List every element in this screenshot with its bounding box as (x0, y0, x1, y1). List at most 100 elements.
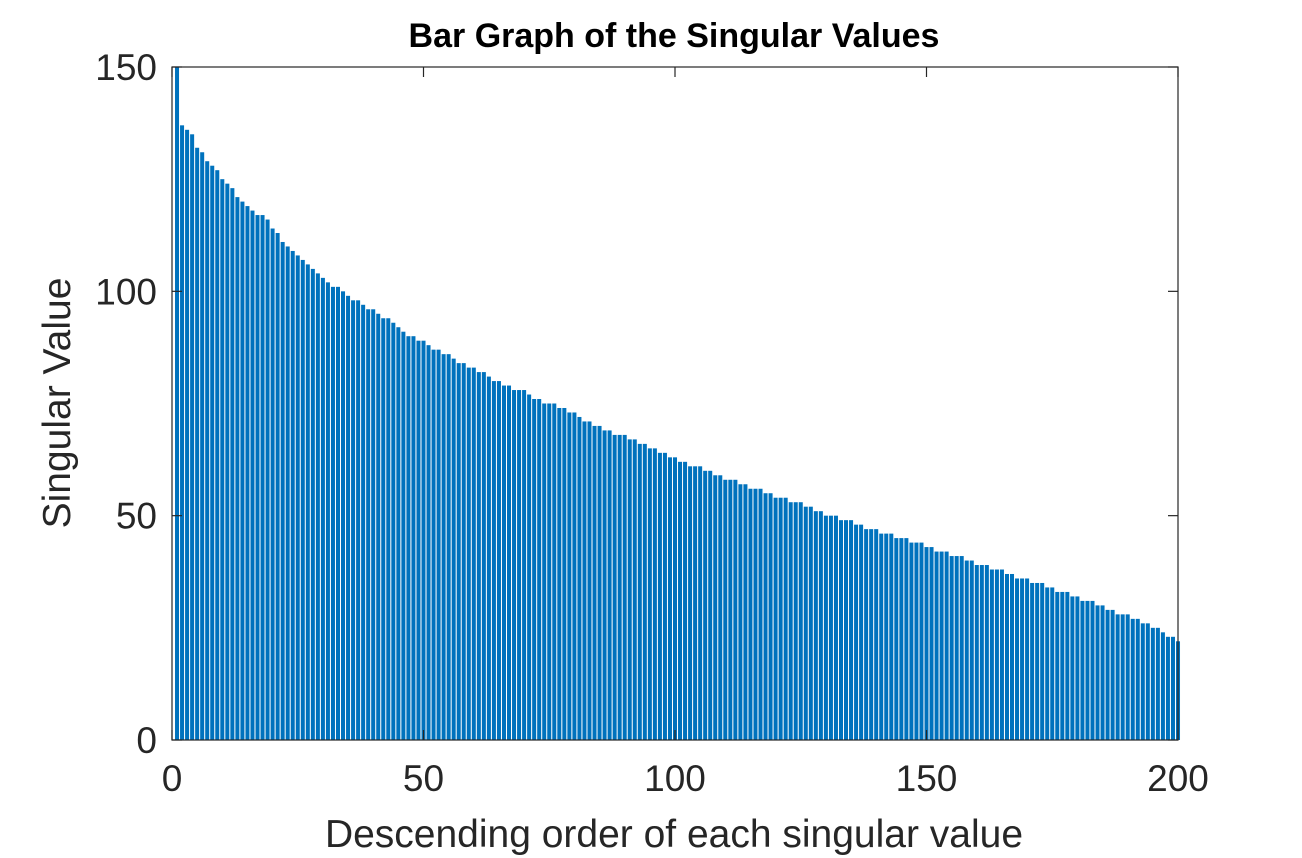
bar (341, 291, 346, 740)
bar (647, 448, 652, 740)
x-tick-label: 100 (644, 758, 706, 799)
bar (758, 488, 763, 740)
bar (366, 309, 371, 740)
x-tick-label: 150 (896, 758, 958, 799)
bar (527, 394, 532, 740)
bar (662, 452, 667, 740)
bar (1055, 591, 1060, 740)
bar (517, 390, 522, 740)
bar (793, 502, 798, 740)
bar (220, 179, 225, 741)
bar (1035, 582, 1040, 740)
bar (522, 390, 527, 740)
bar (411, 336, 416, 740)
bar (356, 300, 361, 740)
bar (376, 313, 381, 740)
bar (1060, 591, 1065, 740)
y-tick-label: 150 (95, 47, 157, 88)
bar (1140, 623, 1145, 740)
bar (1025, 578, 1030, 740)
bar (783, 497, 788, 740)
bar (969, 560, 974, 740)
bar (587, 421, 592, 740)
bar (678, 461, 683, 740)
bar (471, 367, 476, 740)
bar (577, 416, 582, 740)
bar (1135, 618, 1140, 740)
bar (310, 268, 315, 740)
bar (532, 399, 537, 740)
bar (446, 354, 451, 740)
bar (773, 497, 778, 740)
bar (1010, 573, 1015, 740)
bar (753, 488, 758, 740)
bar (959, 556, 964, 740)
bar (874, 529, 879, 740)
bar (979, 565, 984, 740)
bar (205, 161, 210, 741)
bar (1030, 582, 1035, 740)
bar (501, 385, 506, 740)
bar (929, 547, 934, 740)
bar (401, 331, 406, 740)
bar (909, 542, 914, 740)
bar (803, 506, 808, 740)
bar (1170, 636, 1175, 740)
bar (185, 129, 190, 740)
bar (1150, 627, 1155, 740)
bar (924, 547, 929, 740)
bar (305, 264, 310, 740)
bar (486, 376, 491, 740)
bar (537, 399, 542, 740)
bar (230, 188, 235, 740)
bar (813, 511, 818, 740)
bar (416, 340, 421, 740)
bar (748, 488, 753, 740)
bar (607, 430, 612, 740)
bar (567, 412, 572, 740)
bar (240, 201, 245, 741)
bar (844, 520, 849, 740)
bar (1115, 614, 1120, 740)
y-axis-label: Singular Value (36, 278, 79, 529)
bar (250, 210, 255, 740)
bar (386, 318, 391, 740)
bar (371, 309, 376, 740)
bar (195, 147, 200, 740)
bar (738, 484, 743, 740)
bar (652, 448, 657, 740)
bar (904, 538, 909, 740)
bar (210, 165, 215, 740)
bar (557, 407, 562, 740)
bar (672, 457, 678, 740)
bar (683, 461, 688, 740)
bar (1165, 636, 1170, 740)
bar (838, 520, 843, 740)
bar (718, 475, 723, 740)
bar (406, 336, 411, 740)
bar (285, 246, 290, 740)
bar (864, 529, 869, 740)
bar (361, 304, 366, 740)
bar (436, 349, 441, 740)
bar (637, 443, 642, 740)
bar (396, 327, 401, 740)
bar (1050, 587, 1055, 740)
bar (818, 511, 823, 740)
bar (1004, 573, 1009, 740)
bar (743, 484, 748, 740)
bar (1015, 578, 1020, 740)
bar (552, 403, 557, 740)
bar (270, 228, 275, 740)
bar (1065, 591, 1070, 740)
bar (798, 502, 803, 740)
bar (627, 439, 632, 740)
bar (602, 430, 607, 740)
bar (466, 367, 471, 740)
bar (491, 381, 496, 740)
bar (265, 219, 270, 741)
x-axis-label: Descending order of each singular value (325, 813, 1023, 856)
bar (889, 533, 894, 740)
bar (688, 466, 693, 740)
x-tick-label: 0 (162, 758, 183, 799)
